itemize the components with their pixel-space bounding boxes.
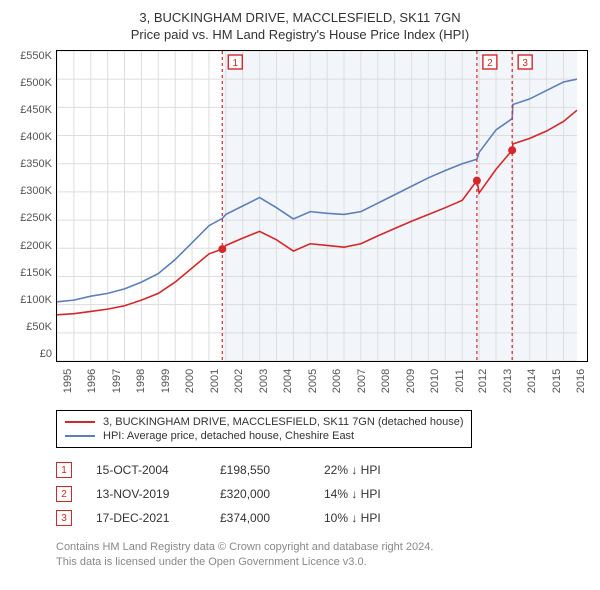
plot-row: £550K £500K £450K £400K £350K £300K £250K £200K… bbox=[12, 50, 588, 362]
event-price: £320,000 bbox=[220, 487, 300, 501]
x-tick-label: 2017 bbox=[591, 369, 600, 393]
event-price: £374,000 bbox=[220, 511, 300, 525]
y-tick-label: £400K bbox=[20, 131, 52, 143]
legend-swatch bbox=[65, 435, 95, 437]
events-table: 1 15-OCT-2004 £198,550 22% ↓ HPI 2 13-NOV-201… bbox=[56, 458, 588, 530]
marker-label-2: 2 bbox=[487, 58, 493, 69]
legend-item: 3, BUCKINGHAM DRIVE, MACCLESFIELD, SK11 … bbox=[65, 415, 463, 429]
plot-area: 1 2 3 bbox=[56, 50, 588, 362]
y-tick-label: £100K bbox=[20, 294, 52, 306]
y-tick-label: £200K bbox=[20, 240, 52, 252]
marker-dot-3 bbox=[508, 146, 516, 154]
footer-line: This data is licensed under the Open Gov… bbox=[56, 555, 588, 570]
marker-dot-2 bbox=[473, 177, 481, 185]
titles: 3, BUCKINGHAM DRIVE, MACCLESFIELD, SK11 … bbox=[12, 10, 588, 42]
legend-item: HPI: Average price, detached house, Ches… bbox=[65, 429, 463, 443]
footer-attribution: Contains HM Land Registry data © Crown c… bbox=[56, 540, 588, 570]
y-tick-label: £300K bbox=[20, 185, 52, 197]
footer-line: Contains HM Land Registry data © Crown c… bbox=[56, 540, 588, 555]
event-date: 17-DEC-2021 bbox=[96, 511, 196, 525]
y-tick-label: £500K bbox=[20, 77, 52, 89]
y-tick-label: £450K bbox=[20, 104, 52, 116]
event-marker-box: 3 bbox=[56, 510, 72, 526]
event-row: 1 15-OCT-2004 £198,550 22% ↓ HPI bbox=[56, 458, 588, 482]
event-date: 13-NOV-2019 bbox=[96, 487, 196, 501]
legend-label: 3, BUCKINGHAM DRIVE, MACCLESFIELD, SK11 … bbox=[103, 416, 463, 428]
chart-svg: 1 2 3 bbox=[57, 51, 577, 361]
event-price: £198,550 bbox=[220, 463, 300, 477]
y-tick-label: £550K bbox=[20, 50, 52, 62]
event-date: 15-OCT-2004 bbox=[96, 463, 196, 477]
y-tick-label: £250K bbox=[20, 212, 52, 224]
event-delta: 14% ↓ HPI bbox=[324, 487, 381, 501]
y-tick-label: £150K bbox=[20, 267, 52, 279]
legend-label: HPI: Average price, detached house, Ches… bbox=[103, 430, 354, 442]
chart-container: 3, BUCKINGHAM DRIVE, MACCLESFIELD, SK11 … bbox=[0, 0, 600, 578]
event-marker-box: 2 bbox=[56, 486, 72, 502]
y-tick-label: £350K bbox=[20, 158, 52, 170]
event-delta: 10% ↓ HPI bbox=[324, 511, 381, 525]
event-delta: 22% ↓ HPI bbox=[324, 463, 381, 477]
y-tick-label: £50K bbox=[26, 321, 52, 333]
legend: 3, BUCKINGHAM DRIVE, MACCLESFIELD, SK11 … bbox=[56, 410, 472, 448]
y-tick-label: £0 bbox=[40, 348, 52, 360]
marker-label-3: 3 bbox=[522, 58, 528, 69]
chart-subtitle: Price paid vs. HM Land Registry's House … bbox=[12, 27, 588, 42]
shaded-region bbox=[222, 51, 577, 361]
legend-swatch bbox=[65, 421, 95, 423]
event-row: 3 17-DEC-2021 £374,000 10% ↓ HPI bbox=[56, 506, 588, 530]
event-marker-box: 1 bbox=[56, 462, 72, 478]
chart-title: 3, BUCKINGHAM DRIVE, MACCLESFIELD, SK11 … bbox=[12, 10, 588, 25]
x-axis: 1995199619971998199920002001200220032004… bbox=[56, 362, 576, 396]
y-axis: £550K £500K £450K £400K £350K £300K £250K £200K… bbox=[12, 50, 56, 360]
event-row: 2 13-NOV-2019 £320,000 14% ↓ HPI bbox=[56, 482, 588, 506]
marker-label-1: 1 bbox=[233, 58, 239, 69]
marker-dot-1 bbox=[218, 245, 226, 253]
